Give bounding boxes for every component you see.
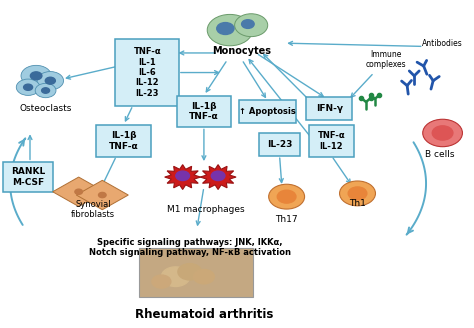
- Text: M1 macrophages: M1 macrophages: [167, 205, 245, 214]
- FancyBboxPatch shape: [239, 100, 296, 123]
- Text: Antibodies: Antibodies: [422, 39, 463, 48]
- Text: Osteoclasts: Osteoclasts: [19, 104, 72, 113]
- Circle shape: [21, 65, 51, 86]
- Circle shape: [242, 20, 254, 29]
- Circle shape: [75, 189, 82, 195]
- FancyBboxPatch shape: [176, 96, 231, 127]
- Circle shape: [16, 79, 40, 95]
- Text: TNF-α
IL-1
IL-6
IL-12
IL-23: TNF-α IL-1 IL-6 IL-12 IL-23: [133, 47, 161, 98]
- Text: Synovial
fibroblasts: Synovial fibroblasts: [71, 200, 115, 219]
- Circle shape: [277, 190, 296, 203]
- Text: Immune
complexes: Immune complexes: [365, 50, 406, 69]
- Text: Th17: Th17: [275, 215, 298, 224]
- Circle shape: [432, 126, 453, 140]
- Circle shape: [269, 184, 305, 209]
- Text: IL-23: IL-23: [267, 140, 292, 149]
- Circle shape: [348, 187, 367, 200]
- Circle shape: [37, 72, 64, 90]
- FancyBboxPatch shape: [3, 162, 53, 192]
- Text: Rheumatoid arthritis: Rheumatoid arthritis: [135, 308, 273, 321]
- Text: B cells: B cells: [426, 150, 455, 159]
- Circle shape: [193, 270, 214, 284]
- Text: ↑ Apoptosis: ↑ Apoptosis: [239, 107, 296, 116]
- Circle shape: [152, 275, 171, 288]
- Text: Specific signaling pathways: JNK, IKKα,
Notch signaling pathway, NF-κB activatio: Specific signaling pathways: JNK, IKKα, …: [89, 237, 291, 257]
- Polygon shape: [200, 165, 236, 190]
- Text: RANKL
M-CSF: RANKL M-CSF: [11, 167, 45, 187]
- Text: IFN-γ: IFN-γ: [316, 104, 343, 113]
- FancyBboxPatch shape: [309, 125, 354, 157]
- Polygon shape: [53, 177, 105, 206]
- Text: IL-1β
TNF-α: IL-1β TNF-α: [109, 132, 138, 151]
- Circle shape: [235, 14, 268, 37]
- FancyBboxPatch shape: [307, 97, 352, 120]
- Circle shape: [211, 171, 225, 180]
- Circle shape: [161, 267, 190, 286]
- Text: TNF-α
IL-12: TNF-α IL-12: [318, 132, 346, 151]
- Circle shape: [217, 23, 234, 34]
- Circle shape: [339, 181, 375, 206]
- Circle shape: [42, 88, 50, 93]
- Circle shape: [423, 119, 463, 147]
- Circle shape: [99, 193, 106, 198]
- Text: Th1: Th1: [349, 199, 366, 208]
- Circle shape: [24, 84, 33, 90]
- Circle shape: [35, 83, 56, 98]
- FancyBboxPatch shape: [139, 248, 253, 297]
- Circle shape: [178, 264, 201, 280]
- Text: IL-1β
TNF-α: IL-1β TNF-α: [189, 102, 219, 121]
- Polygon shape: [76, 180, 128, 210]
- Polygon shape: [164, 165, 201, 190]
- Circle shape: [30, 72, 42, 80]
- Circle shape: [46, 77, 55, 84]
- Text: Monocytes: Monocytes: [212, 46, 271, 56]
- FancyBboxPatch shape: [259, 133, 300, 156]
- Circle shape: [207, 14, 253, 46]
- FancyBboxPatch shape: [115, 39, 179, 106]
- FancyBboxPatch shape: [96, 125, 151, 157]
- Circle shape: [176, 171, 190, 180]
